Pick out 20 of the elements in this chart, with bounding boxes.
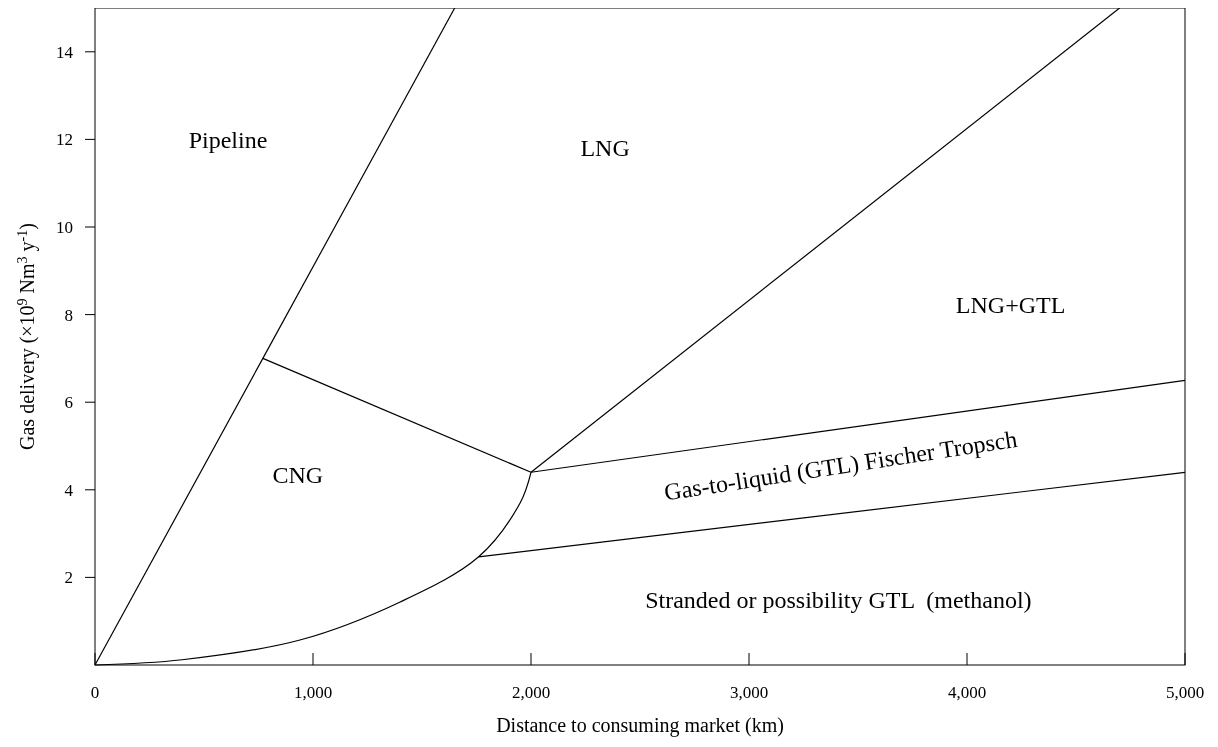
x-tick-label: 2,000 — [511, 683, 551, 702]
annotation: LNG — [580, 135, 630, 162]
y-tick-label: 12 — [56, 130, 73, 150]
annotation: Stranded or possibility GTL (methanol) — [645, 586, 1032, 613]
x-tick-label: 3,000 — [729, 683, 769, 702]
x-axis-title: Distance to consuming market (km) — [496, 714, 784, 737]
x-tick-label: 5,000 — [1165, 683, 1205, 702]
annotation: Pipeline — [188, 126, 268, 153]
x-tick-label: 1,000 — [293, 683, 333, 702]
y-tick-label: 14 — [56, 42, 74, 62]
annotation: LNG+GTL — [955, 292, 1066, 319]
annotation: Gas-to-liquid (GTL) Fischer Tropsch — [662, 425, 1019, 506]
y-tick-label: 2 — [64, 568, 73, 588]
annotation: CNG — [272, 461, 324, 488]
y-tick-label: 8 — [64, 305, 73, 325]
y-tick-label: 4 — [64, 480, 74, 500]
x-tick-label: 4,000 — [947, 683, 987, 702]
y-tick-label: 10 — [56, 217, 73, 237]
x-tick-label: 0 — [90, 683, 100, 702]
y-tick-label: 6 — [64, 393, 73, 413]
